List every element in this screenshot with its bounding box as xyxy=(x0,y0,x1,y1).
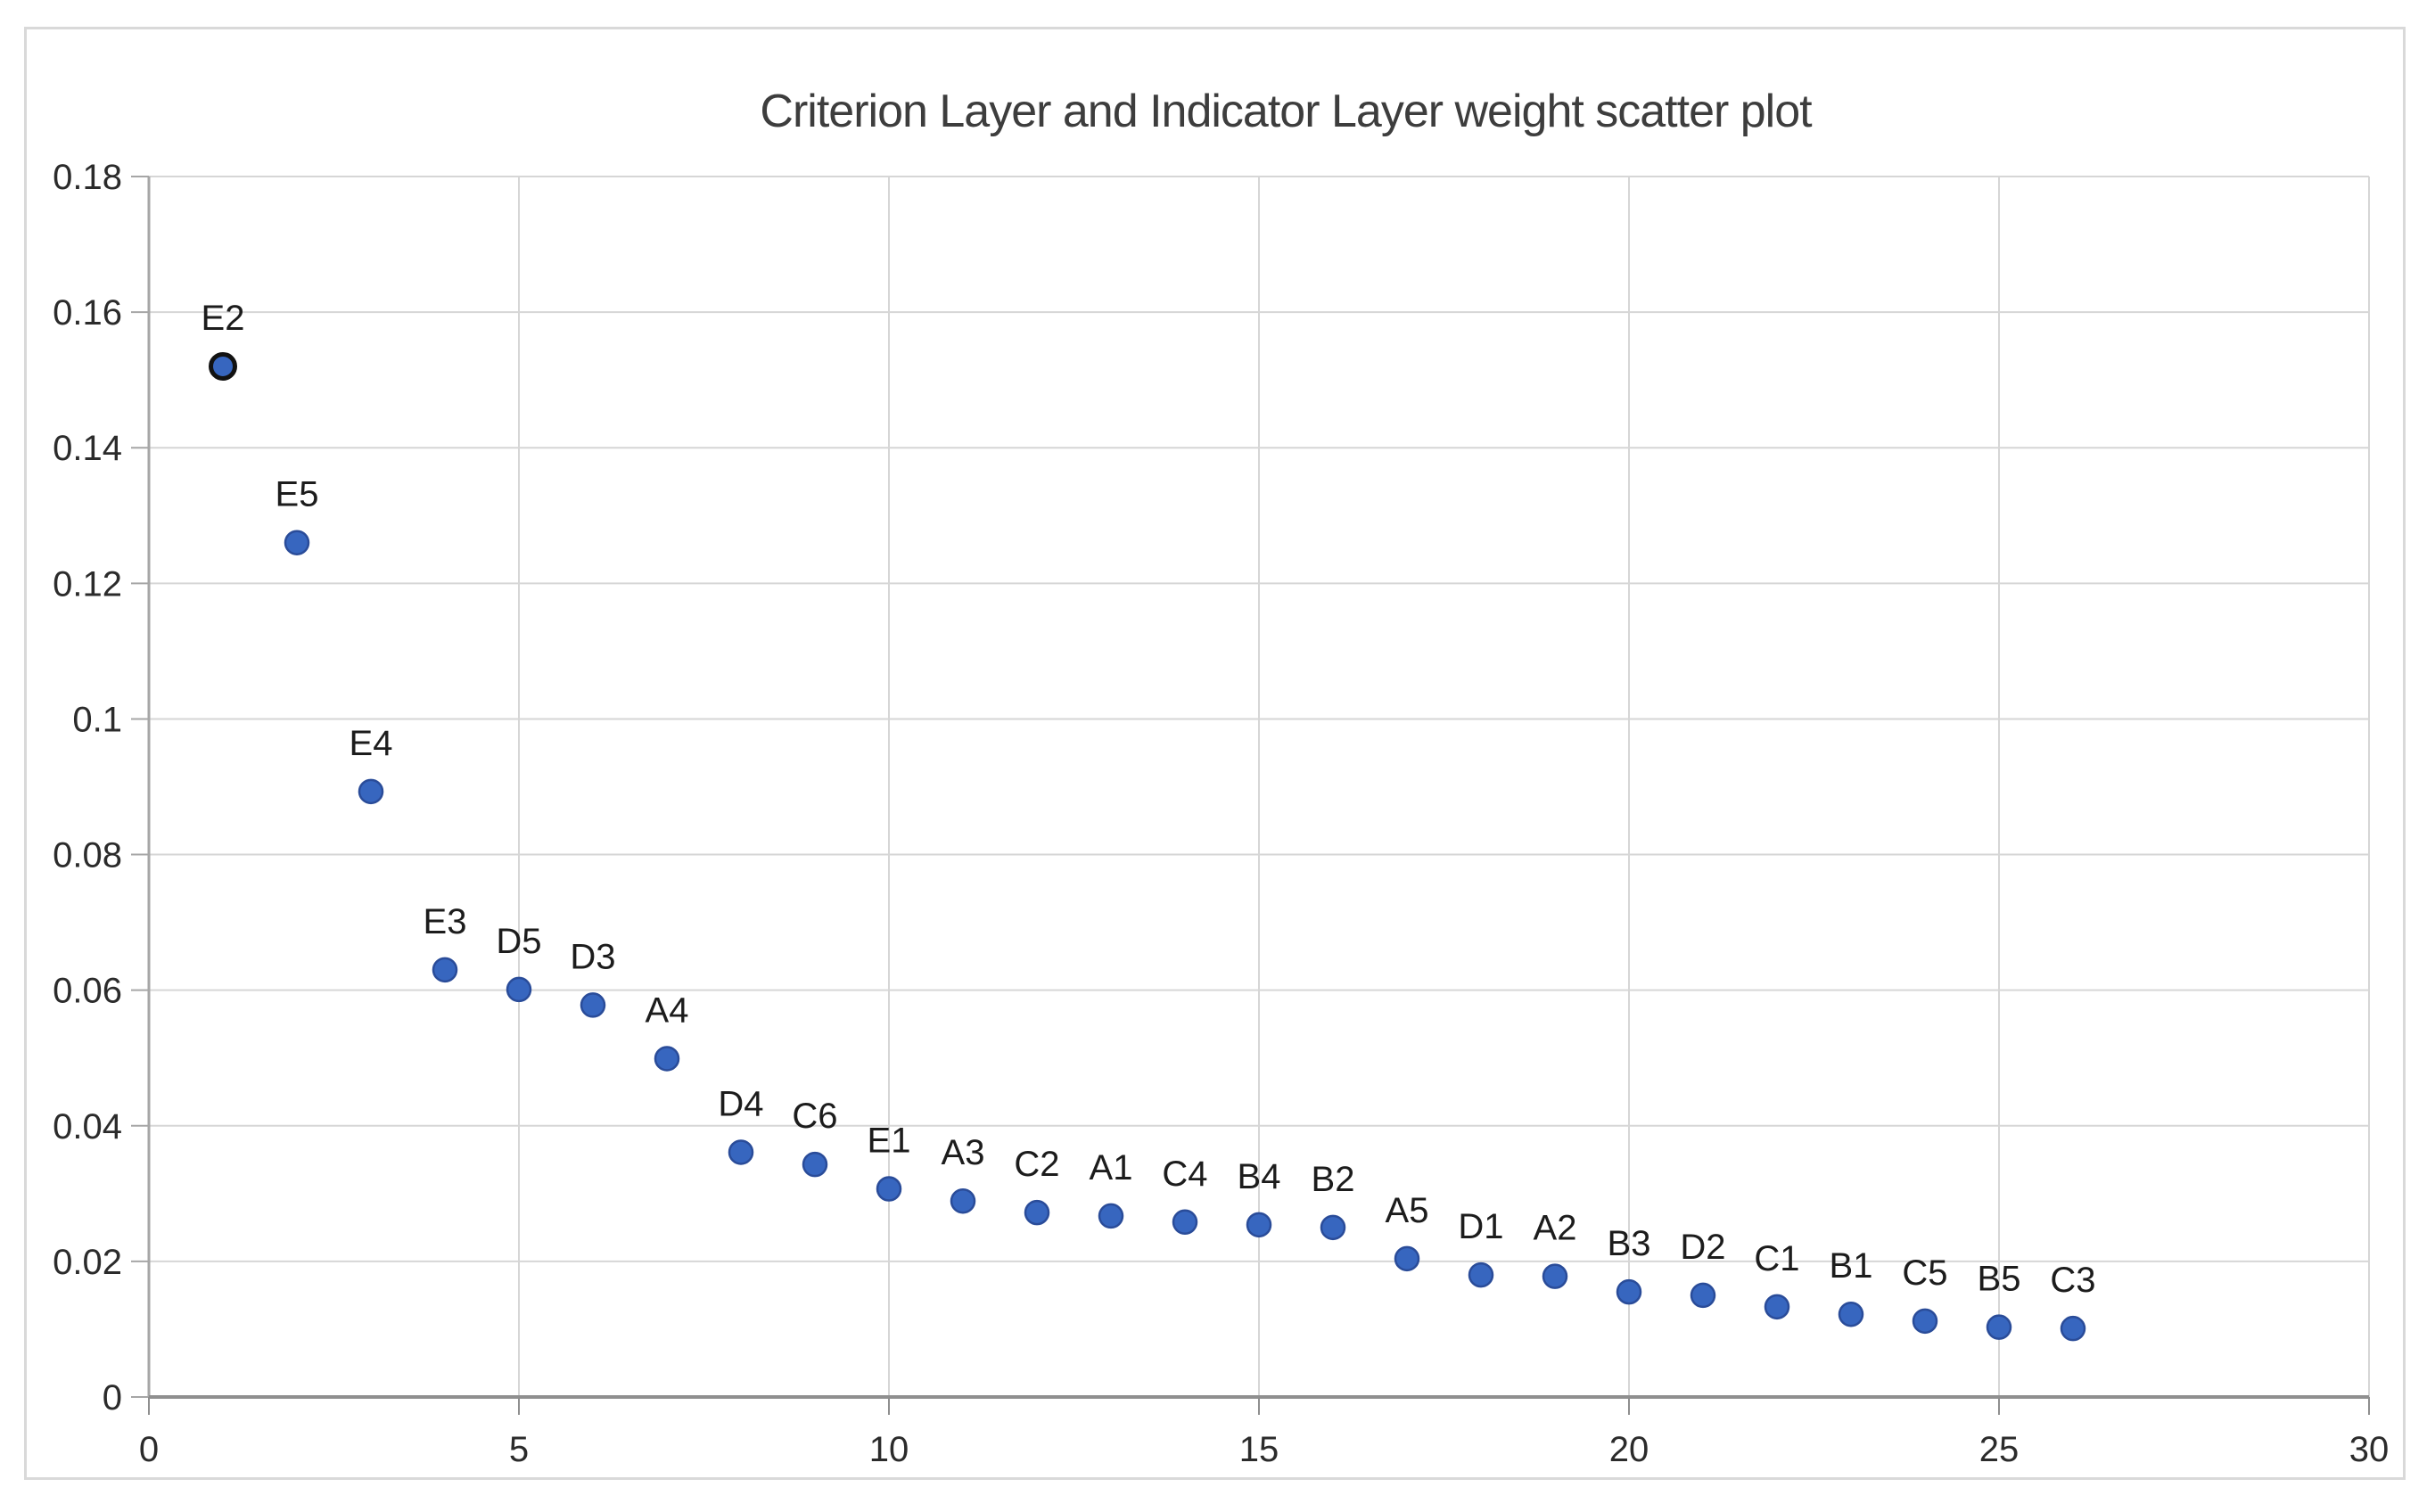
data-point-label: C4 xyxy=(1162,1155,1207,1194)
data-point-label: C5 xyxy=(1902,1253,1947,1293)
data-point-label: C2 xyxy=(1014,1145,1059,1184)
data-point xyxy=(1986,1314,2012,1340)
y-tick-label: 0 xyxy=(103,1378,122,1418)
data-point-label: C6 xyxy=(792,1097,837,1136)
y-tick-label: 0.08 xyxy=(53,836,122,875)
x-tick-label: 0 xyxy=(139,1430,159,1469)
data-point xyxy=(2060,1315,2086,1342)
data-point-label: C3 xyxy=(2050,1261,2095,1300)
data-point xyxy=(1468,1261,1494,1288)
y-tick-label: 0.16 xyxy=(53,293,122,333)
data-point xyxy=(1246,1212,1272,1238)
data-point-label: A2 xyxy=(1534,1209,1577,1248)
data-point xyxy=(1394,1245,1420,1272)
data-point-label: A1 xyxy=(1090,1148,1133,1187)
data-point xyxy=(1542,1263,1568,1289)
data-point xyxy=(1320,1214,1346,1241)
data-point xyxy=(1024,1199,1050,1226)
data-point-label: D3 xyxy=(570,937,615,976)
y-tick-label: 0.04 xyxy=(53,1107,122,1146)
data-point xyxy=(1838,1301,1864,1327)
data-point xyxy=(580,992,606,1018)
data-point-label: E2 xyxy=(202,299,245,338)
data-point-label: D2 xyxy=(1680,1228,1725,1267)
y-tick-label: 0.06 xyxy=(53,972,122,1011)
data-point xyxy=(1690,1282,1716,1309)
data-point-label: B5 xyxy=(1978,1260,2021,1299)
x-tick-label: 10 xyxy=(869,1430,909,1469)
data-point-label: A3 xyxy=(942,1133,985,1172)
data-point-label: A4 xyxy=(646,990,689,1030)
data-point xyxy=(432,957,458,983)
y-tick-label: 0.1 xyxy=(72,700,122,739)
data-point-label: B3 xyxy=(1608,1224,1651,1263)
data-point-label: B2 xyxy=(1312,1160,1355,1199)
x-tick-label: 15 xyxy=(1239,1430,1279,1469)
data-point xyxy=(802,1151,828,1178)
chart-title: Criterion Layer and Indicator Layer weig… xyxy=(760,86,1812,137)
data-point xyxy=(506,976,532,1003)
data-point-label: D4 xyxy=(718,1084,763,1123)
data-point-label: E1 xyxy=(868,1122,911,1161)
data-point-label: C1 xyxy=(1754,1239,1799,1278)
x-tick-label: 30 xyxy=(2349,1430,2390,1469)
data-point xyxy=(1616,1278,1642,1305)
data-point xyxy=(1912,1308,1938,1335)
data-point xyxy=(1172,1209,1198,1236)
y-tick-label: 0.02 xyxy=(53,1243,122,1282)
chart-frame: Criterion Layer and Indicator Layer weig… xyxy=(24,27,2406,1480)
x-tick-label: 5 xyxy=(509,1430,529,1469)
data-point xyxy=(728,1139,754,1165)
y-tick-label: 0.14 xyxy=(53,429,122,468)
data-point xyxy=(654,1046,680,1072)
x-tick-label: 25 xyxy=(1979,1430,2020,1469)
data-point-label: B4 xyxy=(1238,1157,1281,1196)
y-tick-label: 0.18 xyxy=(53,158,122,197)
data-point-label: D1 xyxy=(1458,1207,1503,1246)
data-point-label: A5 xyxy=(1386,1191,1429,1230)
data-point xyxy=(1098,1203,1124,1229)
data-point xyxy=(950,1187,976,1214)
data-point xyxy=(1764,1294,1790,1320)
data-point xyxy=(209,351,237,381)
x-tick-label: 20 xyxy=(1609,1430,1649,1469)
data-point xyxy=(876,1176,902,1202)
data-point-label: D5 xyxy=(496,922,541,961)
data-point xyxy=(284,530,310,555)
data-point xyxy=(358,778,384,805)
y-tick-label: 0.12 xyxy=(53,564,122,604)
data-point-label: E4 xyxy=(350,724,393,763)
data-point-label: E5 xyxy=(276,475,319,514)
data-point-label: E3 xyxy=(424,902,467,941)
data-point-label: B1 xyxy=(1830,1246,1873,1286)
